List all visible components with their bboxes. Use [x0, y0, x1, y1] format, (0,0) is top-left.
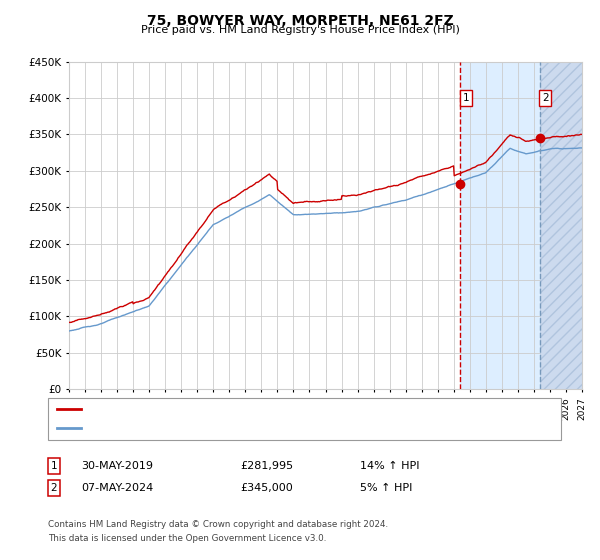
Text: This data is licensed under the Open Government Licence v3.0.: This data is licensed under the Open Gov…: [48, 534, 326, 543]
Bar: [460, 62, 582, 389]
Text: 14% ↑ HPI: 14% ↑ HPI: [360, 461, 419, 471]
Text: 5% ↑ HPI: 5% ↑ HPI: [360, 483, 412, 493]
Text: 1: 1: [463, 93, 470, 103]
Text: 2: 2: [542, 93, 549, 103]
Text: £281,995: £281,995: [240, 461, 293, 471]
Text: 1: 1: [50, 461, 58, 471]
Text: 07-MAY-2024: 07-MAY-2024: [81, 483, 153, 493]
Text: Price paid vs. HM Land Registry's House Price Index (HPI): Price paid vs. HM Land Registry's House …: [140, 25, 460, 35]
Text: Contains HM Land Registry data © Crown copyright and database right 2024.: Contains HM Land Registry data © Crown c…: [48, 520, 388, 529]
Text: 2: 2: [50, 483, 58, 493]
Text: £345,000: £345,000: [240, 483, 293, 493]
Text: HPI: Average price, detached house, Northumberland: HPI: Average price, detached house, Nort…: [85, 423, 364, 433]
Bar: [539, 62, 582, 389]
Text: 75, BOWYER WAY, MORPETH, NE61 2FZ: 75, BOWYER WAY, MORPETH, NE61 2FZ: [146, 14, 454, 28]
Text: 75, BOWYER WAY, MORPETH, NE61 2FZ (detached house): 75, BOWYER WAY, MORPETH, NE61 2FZ (detac…: [85, 404, 385, 414]
Text: 30-MAY-2019: 30-MAY-2019: [81, 461, 153, 471]
